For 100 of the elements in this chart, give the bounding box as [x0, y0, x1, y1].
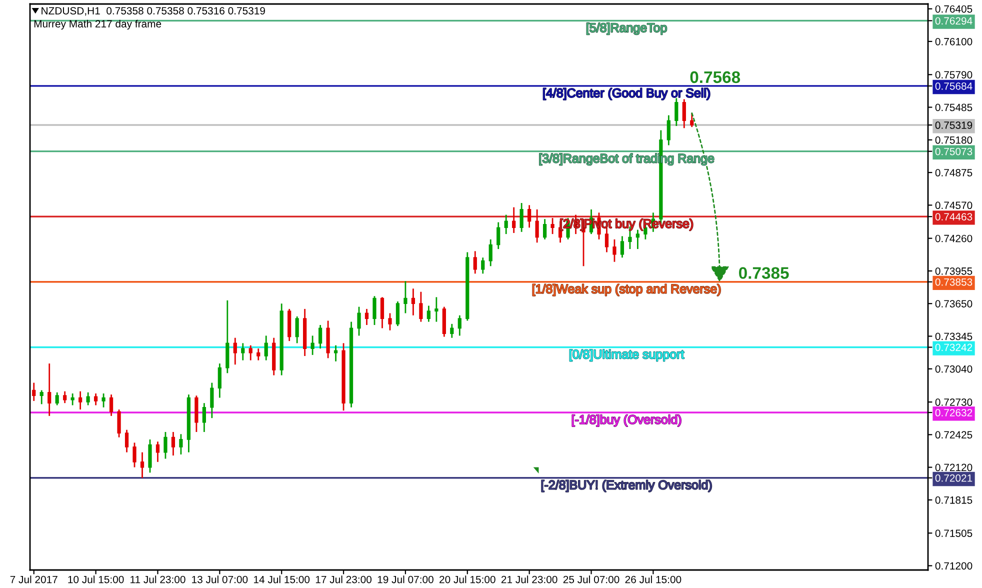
candlestick — [488, 238, 492, 267]
candlestick — [86, 392, 90, 406]
candlestick — [364, 308, 369, 326]
y-tick-label: 0.73040 — [935, 365, 972, 373]
candlestick — [520, 202, 524, 233]
x-tick-label: 19 Jul 07:00 — [378, 576, 434, 584]
y-tick-label: 0.73650 — [935, 300, 972, 308]
y-tick-label: 0.73345 — [935, 332, 972, 340]
candlestick — [248, 344, 252, 361]
candlestick — [512, 206, 516, 234]
annotation: 0.7568 — [690, 71, 740, 84]
candlestick — [690, 112, 694, 128]
y-tick-label: 0.75319 — [935, 122, 972, 129]
candlestick — [148, 438, 152, 474]
candlestick — [682, 98, 686, 129]
candlestick — [612, 238, 616, 263]
candlestick — [55, 392, 59, 406]
y-tick-label: 0.75073 — [935, 148, 972, 156]
candlestick — [310, 334, 314, 356]
y-tick-label: 0.71505 — [935, 530, 972, 537]
candlestick — [318, 324, 322, 350]
candlestick — [48, 362, 52, 417]
y-tick-label: 0.73853 — [935, 278, 972, 286]
ref-line-label: [0/8]Ultimate support — [570, 350, 684, 362]
candlestick — [504, 214, 508, 235]
candlestick — [117, 408, 121, 438]
ref-line-label: [-1/8]buy (Oversold) — [572, 414, 682, 426]
candlestick — [450, 323, 454, 339]
candlestick — [481, 256, 485, 274]
candlestick — [264, 334, 268, 361]
candlestick — [63, 390, 67, 404]
y-tick-label: 0.76405 — [935, 5, 972, 13]
candlestick — [542, 218, 547, 240]
candlestick — [458, 314, 462, 336]
y-tick-label: 0.73242 — [935, 344, 972, 352]
candlestick — [241, 342, 245, 361]
candlestick — [233, 337, 237, 366]
candlestick — [550, 217, 554, 235]
y-tick-label: 0.74463 — [935, 213, 972, 220]
candlestick — [620, 235, 624, 258]
candlestick — [132, 442, 136, 468]
y-tick-label: 0.75180 — [935, 136, 972, 144]
candlestick — [380, 296, 384, 329]
candlestick — [334, 344, 338, 362]
candlestick — [102, 392, 106, 408]
y-tick-label: 0.74570 — [935, 202, 972, 210]
x-tick-label: 14 Jul 15:00 — [254, 576, 310, 584]
candlestick — [218, 362, 222, 398]
y-tick-label: 0.72120 — [935, 464, 972, 472]
candlestick — [528, 204, 532, 228]
y-tick-label: 0.74875 — [935, 169, 972, 176]
candlestick — [109, 394, 114, 417]
x-tick-label: 7 Jul 2017 — [10, 576, 58, 584]
candlestick — [78, 390, 82, 410]
y-tick-label: 0.75790 — [935, 71, 972, 78]
ref-line-label: [4/8]Center (Good Buy or Sell) — [543, 88, 710, 100]
y-tick-label: 0.71815 — [935, 496, 972, 504]
candlestick — [434, 296, 438, 322]
y-tick-label: 0.72021 — [935, 474, 972, 482]
candlestick — [388, 312, 392, 332]
x-tick-label: 13 Jul 07:00 — [192, 576, 248, 584]
candlestick — [419, 291, 423, 322]
candlestick — [256, 348, 260, 361]
x-tick-label: 21 Jul 23:00 — [501, 576, 558, 584]
candlestick — [171, 431, 176, 456]
candlestick — [179, 433, 183, 456]
annotation: 0.7385 — [738, 267, 789, 279]
y-tick-label: 0.76294 — [935, 17, 972, 25]
y-tick-label: 0.73955 — [935, 267, 972, 275]
x-tick-label: 26 Jul 15:00 — [625, 576, 682, 584]
candlestick — [426, 305, 430, 322]
candlestick — [666, 114, 670, 146]
x-tick-label: 25 Jul 07:00 — [563, 576, 620, 584]
candlestick — [535, 208, 539, 244]
y-tick-label: 0.71200 — [935, 562, 972, 570]
candlestick — [411, 288, 416, 316]
candlestick — [32, 382, 36, 402]
candlestick — [473, 250, 477, 274]
text: Murrey Math 217 day frame — [34, 20, 162, 30]
y-tick-label: 0.75485 — [935, 104, 972, 112]
candlestick — [357, 306, 361, 336]
y-tick-label: 0.75684 — [935, 82, 972, 90]
candlestick — [202, 402, 206, 433]
candlestick — [496, 222, 500, 250]
ref-line-label: [1/8]Weak sup (stop and Reverse) — [532, 284, 721, 296]
y-tick-label: 0.72632 — [935, 409, 972, 416]
candlestick — [636, 229, 640, 250]
candlestick — [40, 390, 44, 405]
x-tick-label: 11 Jul 23:00 — [130, 576, 186, 584]
y-tick-label: 0.74260 — [935, 234, 972, 242]
candlestick — [372, 295, 376, 326]
candlestick — [140, 452, 144, 479]
candlestick — [674, 97, 678, 127]
candlestick — [396, 300, 400, 327]
ref-line-label: [5/8]RangeTop — [586, 22, 667, 35]
candlestick — [124, 429, 129, 453]
y-tick-label: 0.72425 — [935, 431, 972, 439]
chart-title: NZDUSD,H1 0.75358 0.75358 0.75316 0.75319 — [42, 7, 265, 16]
candlestick — [94, 392, 98, 406]
candlestick — [295, 316, 299, 344]
